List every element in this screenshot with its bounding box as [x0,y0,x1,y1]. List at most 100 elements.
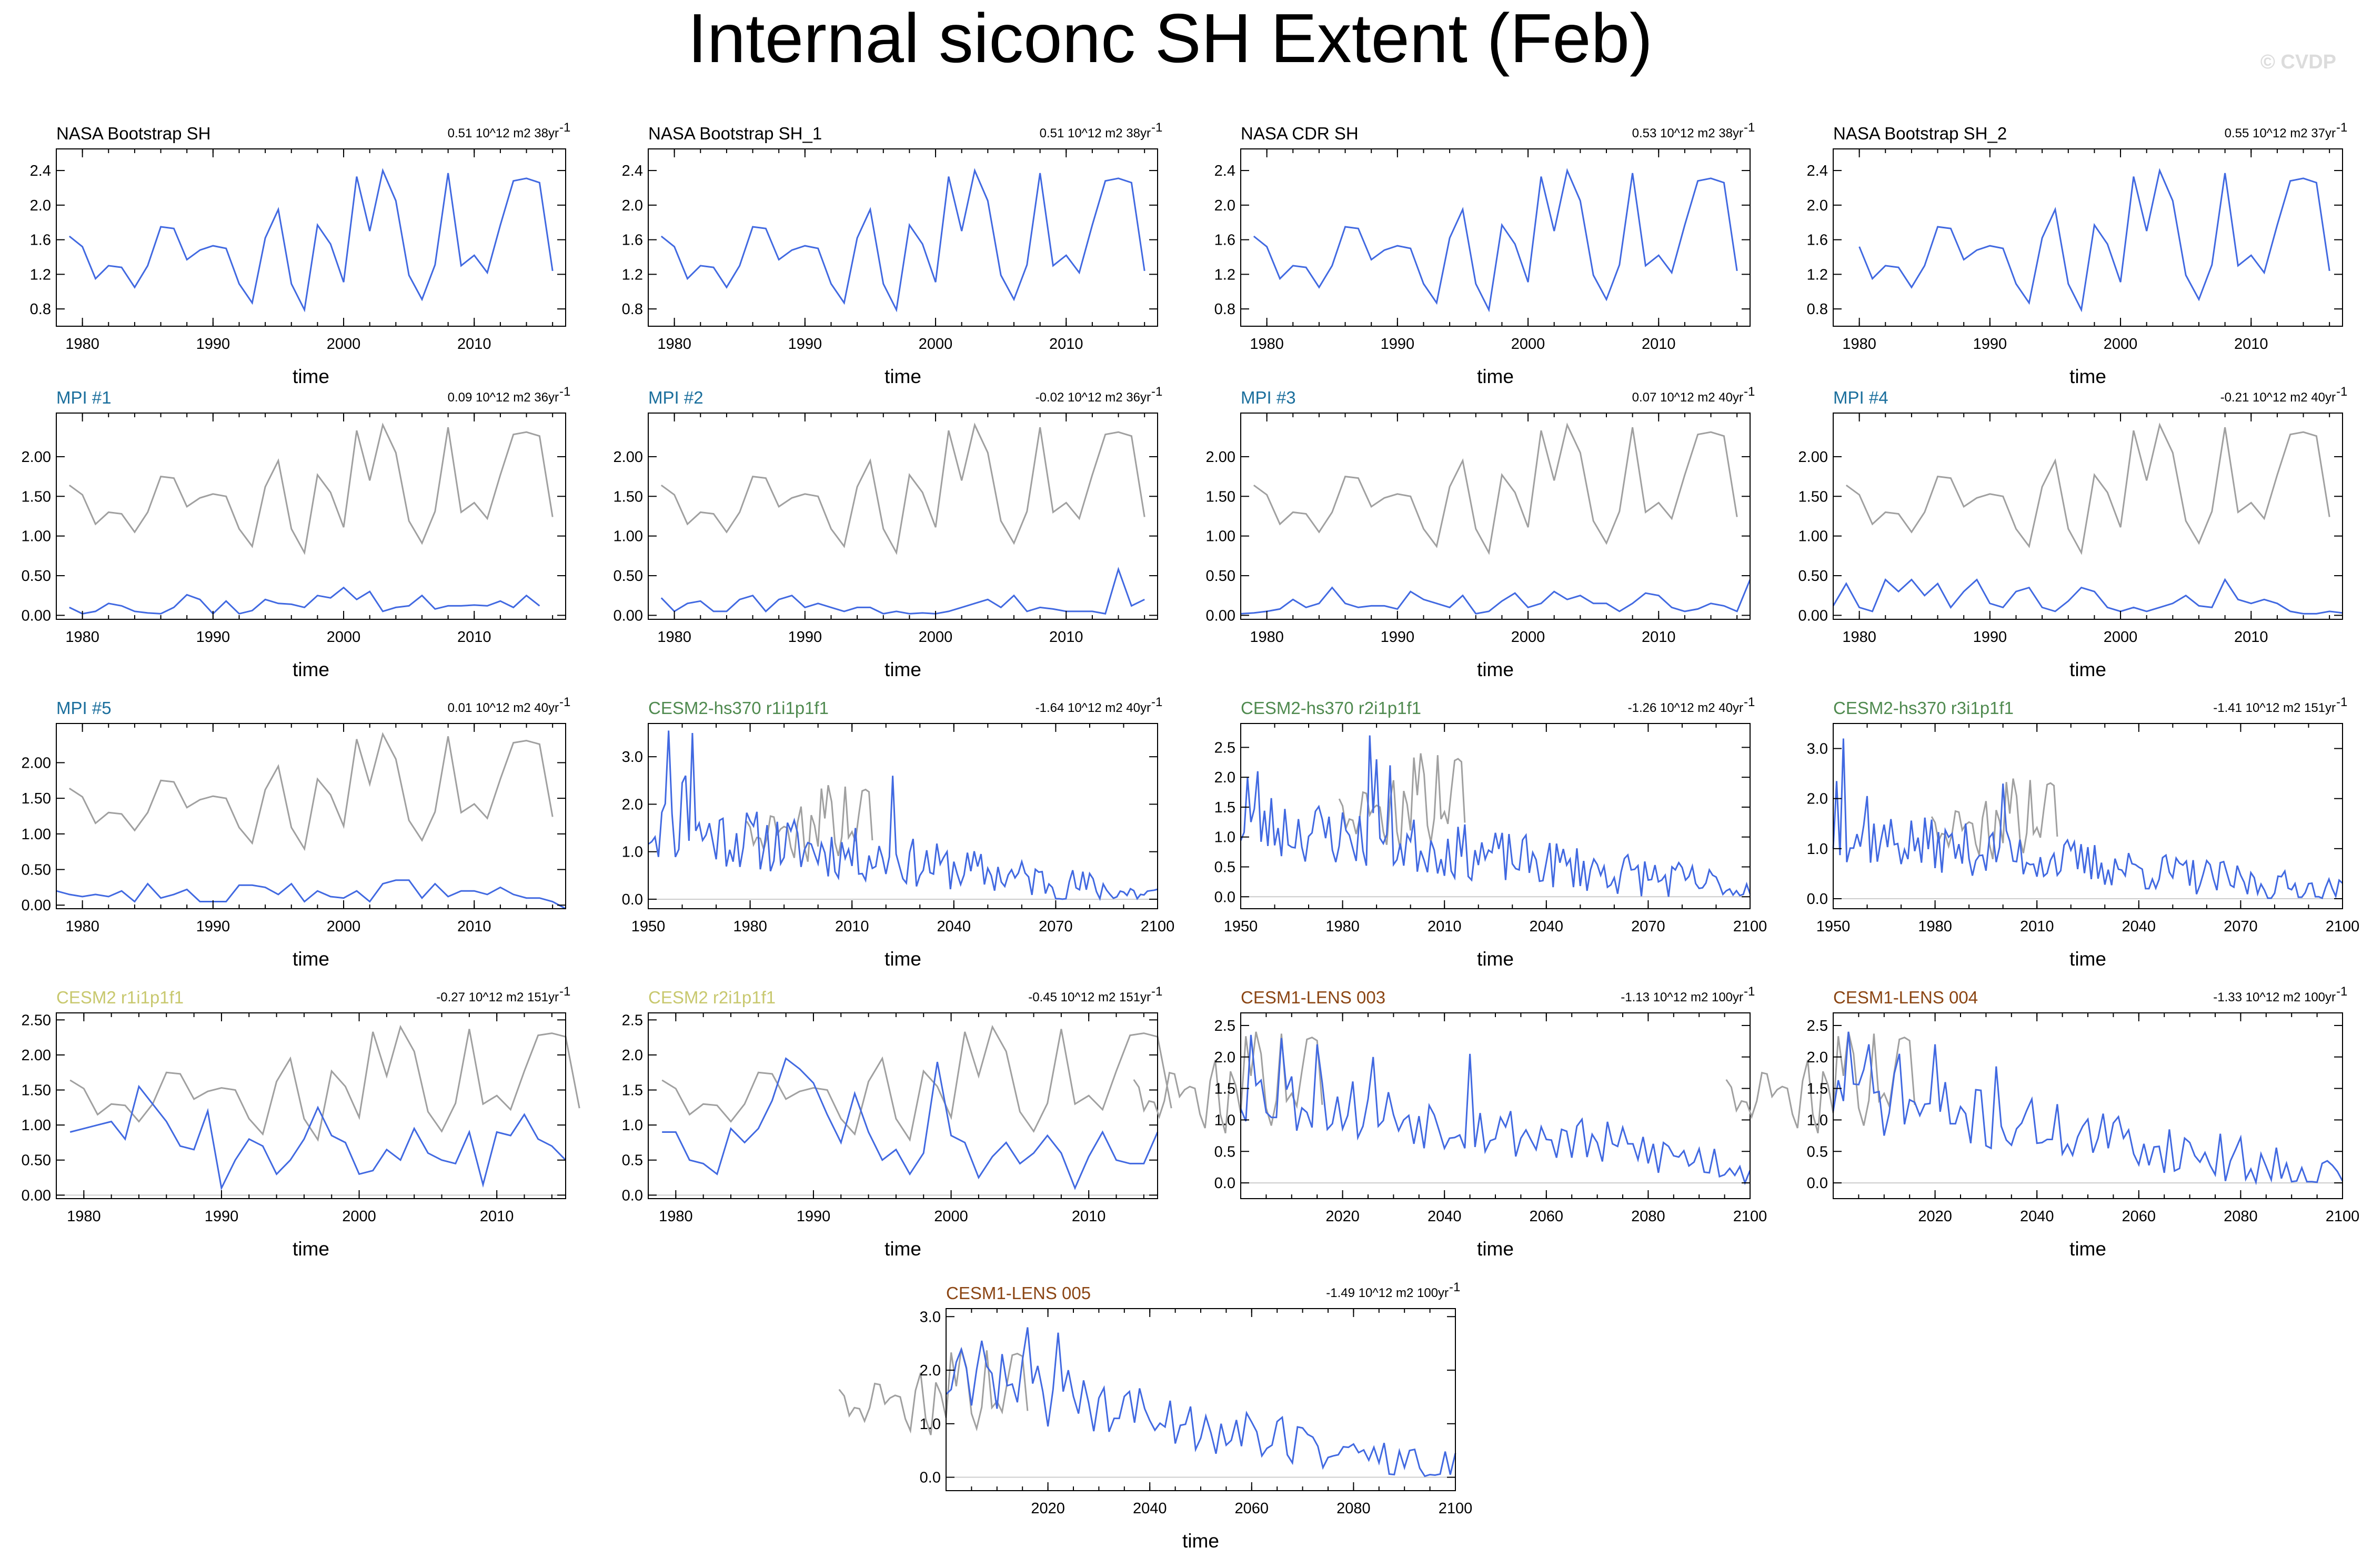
x-tick-label: 1990 [788,336,822,353]
y-tick-label: 2.0 [1214,1049,1235,1066]
x-tick-label: 2010 [1428,918,1462,935]
x-tick-label: 1980 [659,1208,693,1225]
y-tick-label: 1.0 [1214,829,1235,846]
x-tick-label: 2080 [1336,1500,1371,1517]
panel-5: MPI #1 0.09 10^12 m2 36yr -1 1980 1990 2000 20… [22,385,571,680]
y-tick-label: 0.5 [1807,1143,1828,1160]
trend-label: 0.51 10^12 m2 38yr [448,126,559,140]
x-tick-label: 2000 [1511,336,1545,353]
simulated-series-line [1253,168,1738,313]
panel-title: CESM2-hs370 r3i1p1f1 [1833,698,2014,718]
simulated-series-line [1832,1031,2344,1185]
trend-exponent: -1 [1744,984,1755,999]
y-tick-label: 2.0 [622,796,643,813]
x-tick-label: 1980 [1250,629,1284,646]
y-tick-label: 1.6 [30,232,51,249]
plot-frame [648,723,1158,909]
x-tick-label: 2000 [327,629,361,646]
y-tick-label: 2.0 [622,1047,643,1064]
y-tick-label: 1.2 [1214,266,1235,283]
x-axis-label: time [1477,366,1514,387]
y-tick-label: 1.00 [22,1117,51,1134]
x-axis-label: time [293,1238,329,1260]
x-tick-label: 1990 [1973,336,2007,353]
y-tick-label: 1.5 [1214,1081,1235,1098]
x-axis-label: time [2069,366,2106,387]
trend-exponent: -1 [2336,385,2347,399]
trend-exponent: -1 [559,695,570,709]
plot-frame [56,723,566,909]
y-tick-label: 0.50 [1206,568,1235,585]
x-axis-label: time [885,366,921,387]
panel-grid: NASA Bootstrap SH 0.51 10^12 m2 38yr -1198… [22,120,2360,1552]
trend-label: 0.53 10^12 m2 38yr [1632,126,1743,140]
panel-title: CESM1-LENS 004 [1833,988,1978,1007]
y-tick-label: 3.0 [1807,741,1828,758]
trend-label: -0.27 10^12 m2 151yr [436,990,559,1004]
x-tick-label: 2010 [835,918,869,935]
x-tick-label: 2010 [1642,336,1676,353]
panel-title: CESM2-hs370 r1i1p1f1 [648,698,829,718]
plot-frame [648,1012,1158,1199]
trend-exponent: -1 [2336,120,2347,135]
x-tick-label: 1950 [631,918,666,935]
trend-exponent: -1 [1151,695,1162,709]
y-tick-label: 0.8 [622,301,643,318]
y-tick-label: 0.00 [1206,607,1235,624]
y-tick-label: 1.00 [1798,528,1828,545]
x-tick-label: 2040 [2020,1208,2054,1225]
x-axis-label: time [1477,659,1514,680]
trend-label: -0.21 10^12 m2 40yr [2220,390,2336,405]
plot-frame [56,413,566,620]
x-axis-label: time [293,659,329,680]
panel-title: CESM2 r1i1p1f1 [56,988,184,1007]
y-tick-label: 2.0 [1807,197,1828,214]
x-tick-label: 1990 [205,1208,239,1225]
panel-title: NASA Bootstrap SH_1 [648,124,822,143]
x-tick-label: 2060 [1530,1208,1564,1225]
y-tick-label: 2.4 [30,163,51,179]
x-tick-label: 2000 [919,629,953,646]
simulated-series-line [945,1327,1456,1477]
x-tick-label: 2100 [2326,1208,2360,1225]
x-tick-label: 2010 [457,629,491,646]
simulated-series-line [1832,738,2343,900]
y-tick-label: 2.00 [1798,449,1828,466]
x-tick-label: 2010 [1072,1208,1106,1225]
y-tick-label: 1.0 [1214,1112,1235,1129]
y-tick-label: 0.00 [22,607,51,624]
observed-series-line [1725,1031,1916,1133]
x-tick-label: 1980 [1918,918,1952,935]
trend-label: 0.07 10^12 m2 40yr [1632,390,1743,405]
observed-series-line [68,423,554,555]
simulated-series-line [56,879,566,910]
y-tick-label: 1.0 [920,1416,941,1433]
y-tick-label: 0.5 [1214,859,1235,876]
y-tick-label: 0.00 [22,897,51,914]
panel-title: CESM2 r2i1p1f1 [648,988,776,1007]
y-tick-label: 0.5 [622,1152,643,1169]
trend-exponent: -1 [559,385,570,399]
plot-frame [648,148,1158,327]
y-tick-label: 0.5 [1214,1143,1235,1160]
trend-exponent: -1 [2336,695,2347,709]
x-tick-label: 2040 [1530,918,1564,935]
y-tick-label: 2.0 [622,197,643,214]
y-tick-label: 2.0 [30,197,51,214]
simulated-series-line [1832,578,2343,615]
x-tick-label: 2010 [457,918,491,935]
y-tick-label: 1.00 [22,826,51,843]
x-axis-label: time [885,948,921,970]
x-axis-label: time [2069,1238,2106,1260]
y-tick-label: 1.50 [22,1082,51,1099]
y-tick-label: 2.50 [22,1012,51,1029]
y-tick-label: 1.2 [30,266,51,283]
panel-12: CESM2-hs370 r3i1p1f1 -1.41 10^12 m2 151yr… [1807,695,2360,970]
trend-exponent: -1 [1449,1280,1460,1294]
y-tick-label: 1.0 [622,1117,643,1134]
watermark: © CVDP [2260,51,2336,73]
x-tick-label: 1980 [1250,336,1284,353]
simulated-series-line [662,1057,1159,1190]
panel-14: CESM2 r2i1p1f1 -0.45 10^12 m2 151yr -1 1980… [622,984,1172,1260]
